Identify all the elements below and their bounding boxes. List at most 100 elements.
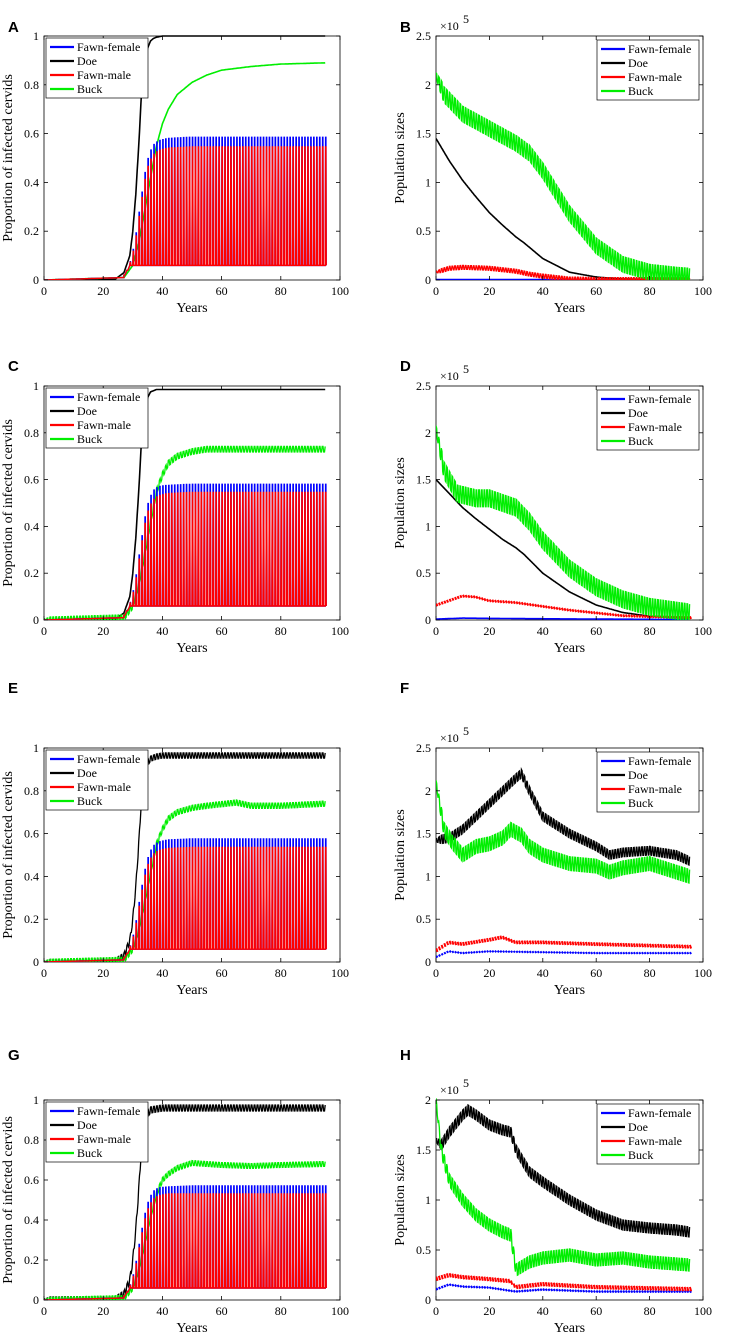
legend-label: Buck [628, 84, 653, 98]
legend-label: Buck [628, 434, 653, 448]
x-tick-label: 20 [483, 966, 495, 980]
y-tick-label: 0 [425, 613, 431, 627]
y-tick-label: 0 [33, 955, 39, 969]
x-tick-label: 40 [537, 284, 549, 298]
exponent-base: ×10 [440, 19, 459, 33]
x-tick-label: 40 [537, 624, 549, 638]
legend-label: Doe [628, 768, 648, 782]
y-tick-label: 0.2 [24, 566, 39, 580]
panel-letter: C [8, 358, 19, 375]
x-tick-label: 40 [156, 966, 168, 980]
panel-letter: A [8, 19, 19, 36]
x-tick-label: 0 [41, 966, 47, 980]
legend-label: Buck [77, 794, 102, 808]
x-tick-label: 20 [483, 624, 495, 638]
y-tick-label: 0.6 [24, 1173, 39, 1187]
exponent-power: 5 [463, 362, 469, 376]
legend-label: Fawn-male [77, 68, 131, 82]
x-tick-label: 100 [331, 624, 349, 638]
y-tick-label: 1.5 [416, 1143, 431, 1157]
y-tick-label: 0.8 [24, 1133, 39, 1147]
y-axis-label: Proportion of infected cervids [1, 74, 16, 242]
y-tick-label: 2.5 [416, 379, 431, 393]
y-tick-label: 1 [425, 869, 431, 883]
legend-label: Fawn-female [628, 42, 691, 56]
x-tick-label: 60 [590, 1304, 602, 1318]
x-axis-label: Years [554, 983, 585, 998]
legend-label: Fawn-male [628, 1134, 682, 1148]
x-tick-label: 40 [537, 966, 549, 980]
y-tick-label: 0.8 [24, 426, 39, 440]
x-tick-label: 60 [216, 284, 228, 298]
y-tick-label: 1.5 [416, 127, 431, 141]
y-tick-label: 0.6 [24, 827, 39, 841]
x-tick-label: 40 [156, 624, 168, 638]
x-tick-label: 80 [275, 1304, 287, 1318]
x-axis-label: Years [176, 983, 207, 998]
x-axis-label: Years [176, 641, 207, 656]
x-tick-label: 80 [644, 284, 656, 298]
y-axis-label: Proportion of infected cervids [1, 419, 16, 587]
legend-label: Buck [77, 432, 102, 446]
panel-letter: D [400, 358, 411, 375]
panel-letter: B [400, 19, 411, 36]
legend-label: Doe [77, 1118, 97, 1132]
y-tick-label: 0.2 [24, 912, 39, 926]
y-tick-label: 1.5 [416, 827, 431, 841]
legend-label: Fawn-female [77, 40, 140, 54]
x-tick-label: 80 [644, 624, 656, 638]
y-axis-label: Population sizes [393, 809, 408, 900]
y-axis-label: Population sizes [393, 1154, 408, 1245]
x-tick-label: 100 [694, 1304, 712, 1318]
y-axis-label: Population sizes [393, 112, 408, 203]
legend-label: Fawn-male [628, 70, 682, 84]
x-tick-label: 0 [41, 284, 47, 298]
y-tick-label: 0 [33, 1293, 39, 1307]
x-tick-label: 20 [97, 284, 109, 298]
y-tick-label: 1 [425, 1193, 431, 1207]
y-tick-label: 0.2 [24, 1253, 39, 1267]
y-axis-label: Population sizes [393, 457, 408, 548]
x-tick-label: 80 [644, 966, 656, 980]
x-tick-label: 20 [97, 1304, 109, 1318]
exponent-power: 5 [463, 1076, 469, 1090]
y-axis-label: Proportion of infected cervids [1, 771, 16, 939]
y-tick-label: 2.5 [416, 29, 431, 43]
legend-label: Doe [77, 766, 97, 780]
y-tick-label: 0 [33, 613, 39, 627]
x-tick-label: 60 [590, 284, 602, 298]
x-axis-label: Years [176, 1321, 207, 1336]
x-tick-label: 60 [216, 1304, 228, 1318]
y-tick-label: 0.8 [24, 78, 39, 92]
y-tick-label: 0.6 [24, 473, 39, 487]
legend-label: Buck [628, 796, 653, 810]
x-tick-label: 60 [590, 966, 602, 980]
y-tick-label: 2 [425, 784, 431, 798]
y-tick-label: 1 [33, 1093, 39, 1107]
x-tick-label: 0 [433, 284, 439, 298]
x-tick-label: 0 [41, 624, 47, 638]
y-tick-label: 0.4 [24, 519, 39, 533]
y-tick-label: 0 [425, 273, 431, 287]
x-tick-label: 0 [41, 1304, 47, 1318]
x-tick-label: 60 [216, 966, 228, 980]
y-tick-label: 0.6 [24, 127, 39, 141]
panel-letter: G [8, 1047, 20, 1064]
panel-letter: E [8, 680, 18, 697]
legend-label: Fawn-female [77, 752, 140, 766]
x-tick-label: 60 [590, 624, 602, 638]
y-tick-label: 2 [425, 1093, 431, 1107]
